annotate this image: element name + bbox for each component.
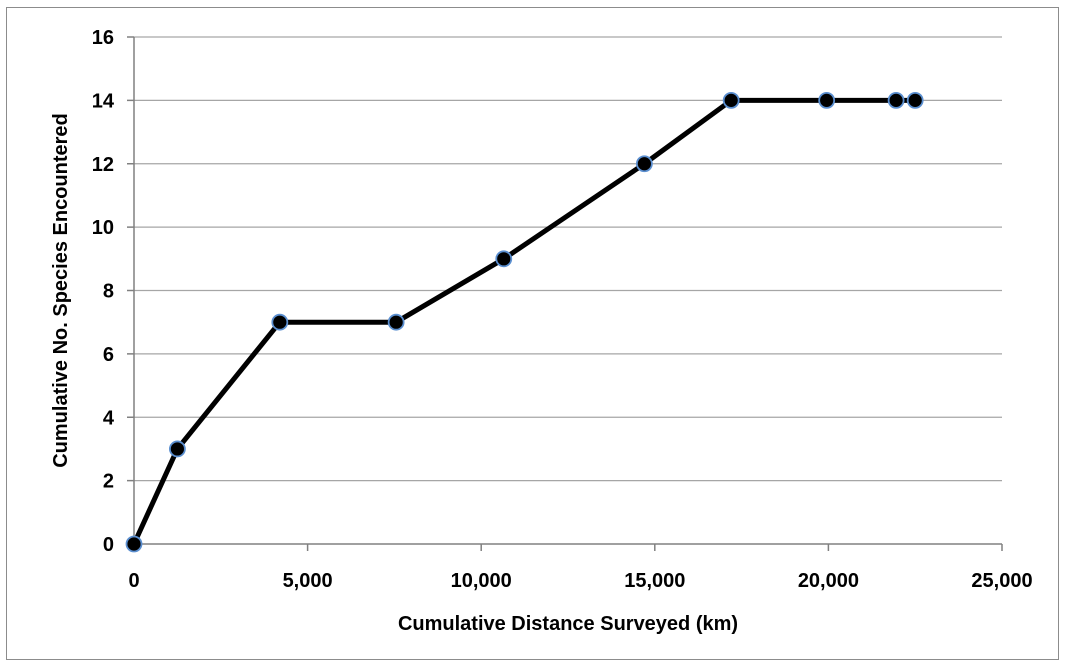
data-point bbox=[887, 91, 905, 109]
data-point bbox=[635, 155, 653, 173]
y-tick-label: 10 bbox=[92, 217, 114, 239]
data-point bbox=[387, 313, 405, 331]
y-tick-label: 16 bbox=[92, 27, 114, 49]
y-tick-label: 4 bbox=[103, 407, 115, 429]
data-point bbox=[125, 535, 143, 553]
data-series bbox=[125, 91, 924, 553]
y-tick-labels: 0 2 4 6 8 10 12 14 16 bbox=[92, 27, 115, 556]
y-tick-label: 8 bbox=[103, 281, 114, 303]
x-tick-label: 25,000 bbox=[971, 570, 1032, 592]
axes bbox=[127, 36, 1003, 551]
data-point bbox=[722, 91, 740, 109]
gridlines bbox=[134, 36, 1002, 482]
data-point bbox=[168, 440, 186, 458]
x-tick-label: 20,000 bbox=[798, 570, 859, 592]
data-point bbox=[271, 313, 289, 331]
y-tick-label: 2 bbox=[103, 471, 114, 493]
series-line bbox=[131, 97, 916, 546]
y-tick-label: 0 bbox=[103, 534, 114, 556]
data-point bbox=[495, 250, 513, 268]
x-tick-label: 15,000 bbox=[624, 570, 685, 592]
x-axis-title: Cumulative Distance Surveyed (km) bbox=[398, 613, 738, 635]
x-tick-label: 0 bbox=[128, 570, 139, 592]
y-axis-title: Cumulative No. Species Encountered bbox=[50, 113, 72, 468]
data-point bbox=[906, 91, 924, 109]
x-tick-label: 10,000 bbox=[451, 570, 512, 592]
y-tick-label: 6 bbox=[103, 344, 114, 366]
x-tick-labels: 0 5,000 10,000 15,000 20,000 25,000 bbox=[128, 570, 1032, 592]
y-tick-label: 14 bbox=[92, 90, 115, 112]
data-point bbox=[818, 91, 836, 109]
y-tick-label: 12 bbox=[92, 154, 114, 176]
x-tick-label: 5,000 bbox=[283, 570, 333, 592]
chart-frame bbox=[6, 7, 1059, 660]
